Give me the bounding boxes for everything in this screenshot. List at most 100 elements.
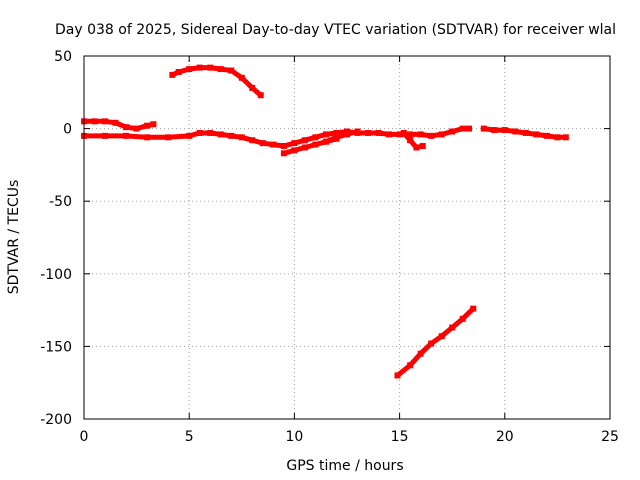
data-point (196, 64, 203, 71)
data-point (543, 132, 550, 139)
data-point (459, 125, 466, 132)
data-point (150, 121, 157, 128)
data-point (480, 125, 487, 132)
data-point (512, 128, 519, 135)
x-tick-label: 15 (391, 429, 409, 445)
data-point (501, 127, 508, 134)
data-point (301, 137, 308, 144)
data-point (238, 134, 245, 141)
data-point (312, 134, 319, 141)
data-point (365, 129, 372, 136)
data-point (386, 131, 393, 138)
plot-frame (83, 55, 611, 420)
data-point (449, 128, 456, 135)
data-point (459, 315, 466, 322)
data-point (419, 143, 426, 150)
series-arc-dip3 (401, 130, 426, 150)
y-tick-label: -150 (40, 339, 72, 355)
data-point (259, 140, 266, 147)
x-tick-label: 10 (285, 429, 303, 445)
data-point (165, 134, 172, 141)
data-point (438, 333, 445, 340)
data-point (438, 131, 445, 138)
y-tick-label: 0 (63, 122, 72, 138)
data-point (322, 138, 329, 145)
data-point (228, 132, 235, 139)
y-tick-label: -200 (40, 412, 72, 428)
data-point (428, 340, 435, 347)
y-tick-label: -100 (40, 267, 72, 283)
data-point (417, 350, 424, 357)
data-point (257, 92, 264, 99)
data-point (249, 84, 256, 91)
data-point (428, 132, 435, 139)
data-point (491, 127, 498, 134)
y-axis-label: SDTVAR / TECUs (6, 180, 22, 295)
data-point (375, 129, 382, 136)
data-point (396, 131, 403, 138)
data-point (123, 132, 130, 139)
x-tick-label: 20 (496, 429, 514, 445)
data-point (333, 129, 340, 136)
data-point (207, 64, 214, 71)
data-point (91, 118, 98, 125)
data-point (554, 134, 561, 141)
y-tick-label: -50 (49, 194, 72, 210)
data-point (144, 122, 151, 129)
data-point (301, 144, 308, 151)
data-point (238, 74, 245, 81)
data-point (123, 124, 130, 131)
x-tick-label: 0 (80, 429, 89, 445)
data-point (522, 129, 529, 136)
data-point (280, 150, 287, 157)
y-tick-label: 50 (54, 49, 72, 65)
data-point (217, 66, 224, 73)
data-point (175, 68, 182, 75)
data-point (400, 129, 407, 136)
data-point (354, 128, 361, 135)
data-point (413, 144, 420, 151)
data-point (280, 143, 287, 150)
data-point (562, 134, 569, 141)
chart-title: Day 038 of 2025, Sidereal Day-to-day VTE… (55, 22, 616, 38)
data-point (470, 305, 477, 312)
data-point (228, 67, 235, 74)
data-point (186, 66, 193, 73)
data-point (112, 119, 119, 126)
data-point (169, 71, 176, 78)
data-point (207, 129, 214, 136)
data-point (102, 132, 109, 139)
data-point (249, 137, 256, 144)
data-point (466, 125, 473, 132)
data-point (133, 125, 140, 132)
x-tick-label: 25 (601, 429, 619, 445)
data-point (312, 141, 319, 148)
data-point (322, 131, 329, 138)
data-point (291, 140, 298, 147)
data-point (417, 131, 424, 138)
x-axis-label: GPS time / hours (286, 458, 403, 474)
data-point (449, 324, 456, 331)
data-point (407, 131, 414, 138)
data-point (270, 141, 277, 148)
data-point (407, 137, 414, 144)
data-point (344, 131, 350, 138)
series-arc-high (169, 65, 264, 98)
x-tick-label: 5 (185, 429, 194, 445)
data-point (291, 147, 298, 154)
data-point (407, 362, 414, 369)
data-point (102, 118, 109, 125)
data-point (394, 372, 401, 379)
data-point (196, 129, 203, 136)
data-point (533, 131, 540, 138)
series-arc-dip2 (323, 129, 360, 145)
data-series (81, 64, 569, 379)
grid-lines (84, 56, 610, 419)
data-point (186, 132, 193, 139)
data-point (333, 134, 340, 141)
data-point (217, 131, 224, 138)
data-point (144, 134, 151, 141)
axis-ticks: 0 5 10 15 20 25 -200 -150 -100 -50 0 50 (40, 49, 619, 445)
